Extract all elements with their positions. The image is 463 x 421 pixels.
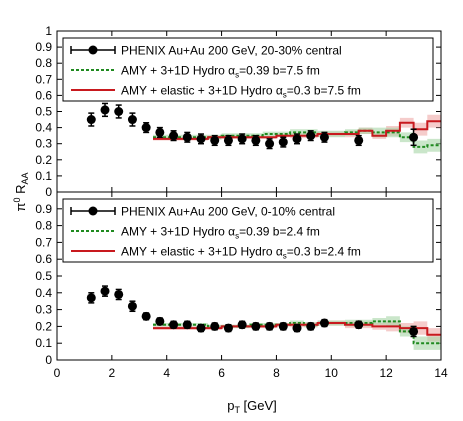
legend-marker-point: [88, 206, 98, 216]
data-point: [86, 115, 96, 125]
data-point: [210, 321, 220, 331]
y-tick-label: 0.5: [35, 269, 52, 283]
data-point: [251, 321, 261, 331]
x-tick-label: 6: [218, 366, 225, 380]
y-tick-label: 0.2: [35, 319, 52, 333]
legend-marker-point: [88, 45, 98, 55]
data-point: [127, 301, 137, 311]
bottom-panel: 0 0.1 0.2 0.3 0.4 0.5 0.6 0.7 0.8 0.9 0 2 4 6 8 10 12 14 P…: [35, 191, 448, 380]
legend-entry-label: AMY + elastic + 3+1D Hydro αs=0.3 b=7.5 …: [121, 84, 361, 100]
plot-frame: [56, 191, 442, 361]
data-point: [141, 311, 151, 321]
data-point: [409, 326, 419, 336]
data-point: [169, 320, 179, 330]
data-point: [223, 135, 233, 145]
data-point: [306, 131, 316, 141]
data-point: [354, 320, 364, 330]
y-tick-label: 0.8: [35, 56, 52, 70]
top-panel: 0 0.1 0.2 0.3 0.4 0.5 0.6 0.7 0.8 0.9 1 PHENIX Au+A…: [35, 24, 442, 199]
data-point: [100, 105, 110, 115]
y-tick-label: 0.4: [35, 286, 52, 300]
data-point: [100, 286, 110, 296]
y-tick-label: 0.4: [35, 121, 52, 135]
legend-entry-label: AMY + 3+1D Hydro αs=0.39 b=2.4 fm: [121, 225, 320, 241]
legend-entry-label: PHENIX Au+Au 200 GeV, 0-10% central: [121, 205, 335, 219]
y-tick-label: 0.7: [35, 72, 52, 86]
data-point: [237, 134, 247, 144]
data-point: [182, 320, 192, 330]
data-point: [292, 323, 302, 333]
y-tick-label: 1: [45, 24, 52, 38]
data-point: [223, 323, 233, 333]
data-point: [114, 289, 124, 299]
y-tick-label: 0.5: [35, 105, 52, 119]
legend-entry-label: AMY + elastic + 3+1D Hydro αs=0.3 b=2.4 …: [121, 245, 361, 261]
y-tick-label: 0: [45, 185, 52, 199]
x-axis-label: pT [GeV]: [227, 398, 277, 415]
data-point: [196, 323, 206, 333]
data-point: [210, 135, 220, 145]
data-point: [141, 123, 151, 133]
data-point: [237, 320, 247, 330]
y-tick-label: 0.1: [35, 336, 52, 350]
x-tick-label: 4: [163, 366, 170, 380]
data-point: [292, 134, 302, 144]
x-tick-label: 2: [109, 366, 116, 380]
legend-entry-label: PHENIX Au+Au 200 GeV, 20-30% central: [121, 44, 342, 58]
data-point: [319, 318, 329, 328]
data-point: [169, 131, 179, 141]
data-point: [278, 321, 288, 331]
y-tick-label: 0.2: [35, 153, 52, 167]
data-point: [114, 107, 124, 116]
data-point: [196, 134, 206, 144]
series-1-band: [153, 316, 441, 350]
series-1-band: [153, 127, 441, 154]
y-tick-label: 0.9: [35, 40, 52, 54]
data-point: [155, 316, 165, 326]
y-tick-label: 0: [45, 353, 52, 367]
y-tick-label: 0.9: [35, 202, 52, 216]
data-point: [155, 127, 165, 137]
y-tick-label: 0.3: [35, 137, 52, 151]
y-tick-label: 0.7: [35, 235, 52, 249]
legend-entry-label: AMY + 3+1D Hydro αs=0.39 b=7.5 fm: [121, 64, 320, 80]
y-tick-label: 0.6: [35, 252, 52, 266]
data-point: [306, 321, 316, 331]
data-point: [354, 135, 364, 145]
y-tick-label: 0.3: [35, 303, 52, 317]
data-point: [265, 321, 275, 331]
data-point: [127, 115, 137, 125]
data-point: [409, 132, 419, 142]
data-point: [265, 139, 275, 149]
data-point: [86, 293, 96, 303]
legend-box: [62, 37, 434, 102]
y-axis-label: π0 RAA: [12, 172, 30, 211]
x-tick-label: 8: [273, 366, 280, 380]
y-tick-label: 0.6: [35, 88, 52, 102]
data-point: [251, 135, 261, 145]
series-2-line: [153, 120, 441, 140]
x-tick-label: 0: [54, 366, 61, 380]
data-point: [182, 132, 192, 142]
y-tick-label: 0.1: [35, 169, 52, 183]
data-point: [278, 137, 288, 147]
y-tick-label: 0.8: [35, 219, 52, 233]
x-tick-label: 14: [434, 366, 448, 380]
legend-box: [62, 198, 434, 263]
x-tick-label: 10: [325, 366, 339, 380]
x-tick-label: 12: [379, 366, 393, 380]
data-point: [319, 132, 329, 142]
